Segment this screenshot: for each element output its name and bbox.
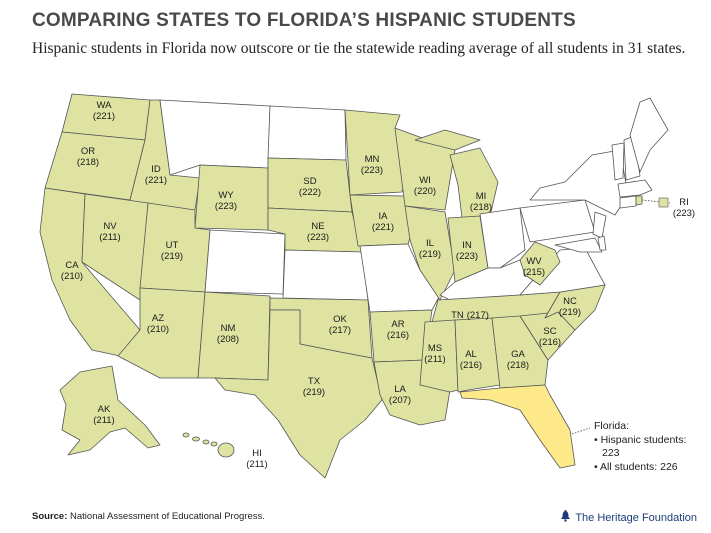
label-tn: TN (217) — [451, 310, 489, 321]
label-wy: WY (223) — [215, 190, 237, 212]
label-wv: WV (215) — [523, 256, 545, 278]
label-tx: TX (219) — [303, 376, 325, 398]
label-il: IL (219) — [419, 238, 441, 260]
state-ga — [491, 315, 549, 389]
state-co — [204, 229, 286, 295]
label-in: IN (223) — [456, 240, 478, 262]
florida-callout-heading: Florida: — [594, 420, 630, 432]
state-ak — [59, 365, 161, 456]
state-ks — [282, 249, 369, 301]
label-ca: CA (210) — [61, 260, 83, 282]
label-nm: NM (208) — [217, 323, 239, 345]
state-oh — [479, 207, 526, 269]
map-title: COMPARING STATES TO FLORIDA’S HISPANIC S… — [32, 10, 576, 31]
label-ms: MS (211) — [424, 343, 445, 365]
state-de — [597, 235, 607, 251]
state-al — [454, 317, 501, 393]
label-ia: IA (221) — [372, 211, 394, 233]
source-label: Source: — [32, 511, 68, 522]
map-subtitle: Hispanic students in Florida now outscor… — [32, 40, 686, 57]
label-sd: SD (222) — [299, 176, 321, 198]
label-ga: GA (218) — [507, 349, 529, 371]
label-or: OR (218) — [77, 146, 99, 168]
state-me — [629, 97, 669, 173]
label-mi: MI (218) — [470, 191, 492, 213]
state-ma — [617, 179, 653, 198]
state-wv — [519, 241, 561, 286]
label-la: LA (207) — [389, 384, 411, 406]
florida-callout-hispanic-value: 223 — [602, 447, 620, 459]
label-wi: WI (220) — [414, 175, 436, 197]
florida-callout-hispanic: • Hispanic students: — [594, 433, 687, 446]
label-ne: NE (223) — [307, 221, 329, 243]
label-ut: UT (219) — [161, 240, 183, 262]
brand: The Heritage Foundation — [560, 510, 697, 525]
state-vt — [611, 142, 625, 181]
state-nj — [592, 211, 607, 239]
label-ak: AK (211) — [93, 404, 114, 426]
state-tx — [214, 309, 383, 479]
source-note: Source: National Assessment of Education… — [32, 511, 265, 522]
label-ri: RI (223) — [673, 197, 695, 219]
ri-swatch — [658, 197, 669, 208]
label-nv: NV (211) — [99, 221, 120, 243]
label-nc: NC (219) — [559, 296, 581, 318]
state-ri — [635, 195, 643, 206]
florida-leader-line — [571, 427, 591, 435]
state-fl — [459, 384, 576, 469]
liberty-bell-icon — [560, 510, 571, 525]
state-pa — [519, 199, 596, 243]
state-mt — [159, 99, 271, 176]
state-mi-up — [414, 129, 481, 151]
state-hi — [182, 432, 235, 458]
label-hi: HI (211) — [246, 448, 267, 470]
source-text: National Assessment of Educational Progr… — [70, 511, 265, 522]
label-wa: WA (221) — [93, 100, 115, 122]
state-nd — [267, 105, 347, 161]
label-id: ID (221) — [145, 164, 167, 186]
label-al: AL (216) — [460, 349, 482, 371]
state-ms — [419, 319, 459, 393]
label-sc: SC (216) — [539, 326, 561, 348]
label-mn: MN (223) — [361, 154, 383, 176]
state-md — [554, 237, 603, 253]
state-ct — [619, 195, 637, 209]
florida-callout: Florida: • Hispanic students: 223 • All … — [594, 420, 709, 474]
label-ok: OK (217) — [329, 314, 351, 336]
label-ar: AR (216) — [387, 319, 409, 341]
brand-name: The Heritage Foundation — [575, 511, 697, 524]
label-az: AZ (210) — [147, 313, 169, 335]
florida-callout-all: • All students: 226 — [594, 460, 678, 473]
